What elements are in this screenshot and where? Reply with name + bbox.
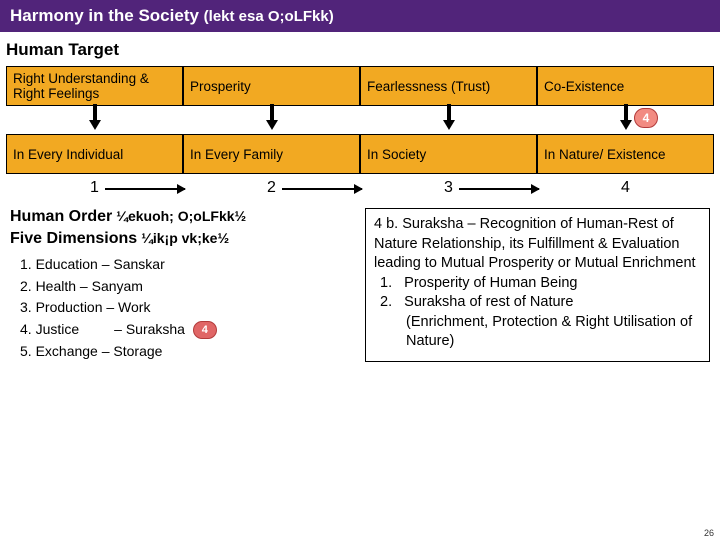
target-row-1: Right Understanding & Right Feelings Pro… [0,66,720,106]
title-bar: Harmony in the Society (lekt esa O;oLFkk… [0,0,720,32]
human-target-heading: Human Target [0,32,720,66]
lower-section: Human Order ¼ekuoh; O;oLFkk½ Five Dimens… [0,200,720,362]
num-4: 4 [621,179,630,197]
badge-4: 4 [634,108,658,128]
right-heading: 4 b. Suraksha – Recognition of Human-Res… [374,215,701,274]
human-order-sub: ¼ekuoh; O;oLFkk½ [116,208,246,224]
human-order-title: Human Order [10,208,112,225]
title-main: Harmony in the Society [10,6,199,25]
numbers-row: 1 2 3 4 [0,174,720,200]
cell-coexistence: Co-Existence [537,66,714,106]
dim-4-text: 4. Justice – Suraksha [20,321,185,337]
num-3: 3 [444,179,453,197]
cell-individual: In Every Individual [6,134,183,174]
arrows-row: 4 [0,106,720,134]
right-item-2b: (Enrichment, Protection & Right Utilisat… [380,313,701,352]
dim-5: 5. Exchange – Storage [20,341,355,363]
left-block: Human Order ¼ekuoh; O;oLFkk½ Five Dimens… [10,208,355,362]
five-dimensions-sub: ¼ik¡p vk;ke½ [141,230,229,246]
cell-nature: In Nature/ Existence [537,134,714,174]
dim-3: 3. Production – Work [20,297,355,319]
right-item-2: 2. Suraksha of rest of Nature [380,293,701,313]
arrow-right-icon [459,188,539,190]
right-item-1: 1. Prosperity of Human Being [380,274,701,294]
dim-badge-4: 4 [193,321,217,339]
arrow-right-icon [282,188,362,190]
cell-fearlessness: Fearlessness (Trust) [360,66,537,106]
arrow-right-icon [105,188,185,190]
title-sub: (lekt esa O;oLFkk) [204,8,334,25]
right-box: 4 b. Suraksha – Recognition of Human-Res… [365,208,710,362]
cell-family: In Every Family [183,134,360,174]
cell-understanding: Right Understanding & Right Feelings [6,66,183,106]
dim-1: 1. Education – Sanskar [20,254,355,276]
cell-prosperity: Prosperity [183,66,360,106]
target-row-2: In Every Individual In Every Family In S… [0,134,720,174]
cell-society: In Society [360,134,537,174]
page-number: 26 [704,528,714,538]
num-2: 2 [267,179,276,197]
num-1: 1 [90,179,99,197]
dim-2: 2. Health – Sanyam [20,276,355,298]
five-dimensions-title: Five Dimensions [10,230,137,247]
dimensions-list: 1. Education – Sanskar 2. Health – Sanya… [10,248,355,362]
dim-4: 4. Justice – Suraksha 4 [20,319,355,341]
